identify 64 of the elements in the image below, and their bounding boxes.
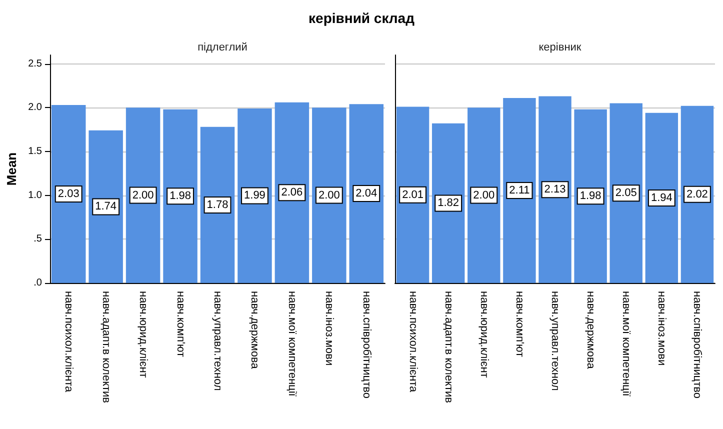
data-label: 2.00 (132, 189, 154, 202)
y-tick-label: 2.5 (28, 58, 42, 70)
bar (238, 108, 272, 283)
data-label: 2.02 (686, 188, 708, 200)
x-tick-label: навч.іноз.мови (323, 291, 336, 366)
x-tick-label: навч.психол.клієнта (62, 291, 75, 394)
bar (538, 96, 572, 283)
bar (88, 130, 123, 283)
data-label: 2.05 (615, 187, 637, 200)
x-tick-label: навч.юрид.клієнт (478, 291, 490, 378)
bar (51, 104, 86, 283)
bar (274, 102, 310, 283)
data-label: 2.01 (402, 188, 424, 201)
data-label: 1.74 (95, 200, 117, 213)
x-tick-label: навч.комп'ют (174, 291, 186, 358)
data-label: 2.06 (281, 186, 303, 199)
bar (163, 109, 198, 283)
bar (680, 106, 714, 283)
data-label: 2.04 (356, 188, 378, 200)
data-label: 1.94 (650, 192, 672, 204)
data-label: 1.99 (244, 190, 266, 202)
data-label: 2.03 (58, 188, 80, 200)
x-tick-label: навч.іноз.мови (656, 291, 668, 366)
x-tick-label: навч.мої компетенції (286, 291, 298, 396)
y-axis-title: Mean (4, 152, 19, 186)
y-tick-label: 1.0 (28, 190, 42, 201)
data-label: 2.11 (509, 184, 530, 196)
x-tick-label: навч.комп'ют (513, 291, 526, 358)
data-label: 1.82 (438, 197, 460, 210)
x-tick-label: навч.адапт.в колектив (442, 291, 454, 404)
bar (645, 112, 678, 283)
data-label: 2.00 (318, 189, 340, 202)
x-tick-label: навч.адапт.в колектив (100, 291, 112, 404)
y-tick-label: 2.0 (28, 102, 42, 114)
bar (349, 104, 384, 283)
x-tick-label: навч.співробітництво (360, 291, 372, 398)
bar (200, 126, 235, 283)
y-tick-label: .0 (34, 278, 42, 288)
x-tick-label: навч.юрид.клієнт (137, 291, 150, 378)
chart-subtitle: керівник (538, 42, 582, 54)
data-label: 2.13 (544, 184, 566, 196)
chart-subtitle: підлеглий (198, 42, 248, 54)
data-label: 2.00 (473, 189, 495, 202)
bar (432, 123, 465, 283)
bar (610, 103, 642, 283)
x-tick-label: навч.психол.клієнта (406, 291, 419, 394)
bar (468, 108, 500, 283)
x-tick-label: навч.держмова (584, 291, 597, 370)
x-tick-label: навч.управл.технол (549, 291, 561, 391)
bar (312, 108, 346, 283)
x-tick-label: навч.управл.технол (212, 291, 224, 391)
bar (503, 98, 536, 283)
bar (396, 106, 430, 283)
x-tick-label: навч.держмова (248, 291, 261, 370)
data-label: 1.98 (580, 190, 602, 202)
data-label: 1.78 (206, 198, 228, 211)
x-tick-label: навч.мої компетенції (620, 291, 632, 396)
bar (126, 108, 160, 283)
y-tick-label: .5 (34, 234, 42, 245)
x-tick-label: навч.співробітництво (691, 291, 704, 398)
y-tick-label: 1.5 (28, 146, 42, 157)
data-label: 1.98 (170, 190, 191, 202)
chart-title: керівний склад (308, 10, 415, 26)
bar (574, 109, 607, 283)
